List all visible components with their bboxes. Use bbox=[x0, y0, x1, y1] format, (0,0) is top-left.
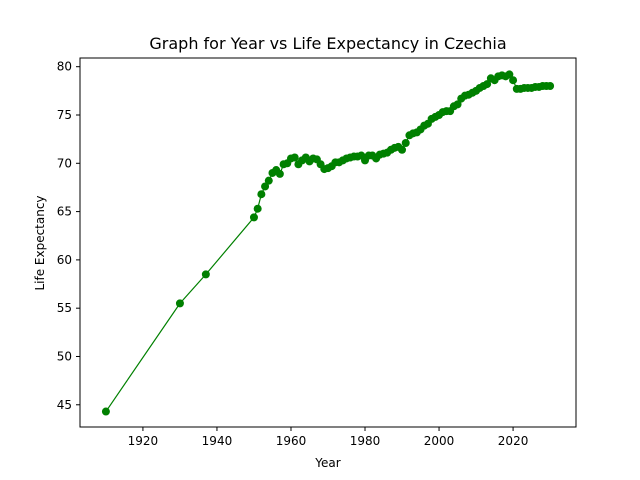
data-point bbox=[398, 145, 407, 154]
axes-frame bbox=[79, 57, 577, 428]
data-point bbox=[201, 270, 210, 279]
y-tick-label: 65 bbox=[57, 205, 72, 219]
y-tick-label: 75 bbox=[57, 108, 72, 122]
data-point bbox=[175, 299, 184, 308]
x-tick-label: 1960 bbox=[276, 434, 307, 448]
x-tick-label: 1980 bbox=[350, 434, 381, 448]
data-point bbox=[509, 76, 518, 85]
data-point bbox=[253, 204, 262, 213]
data-point bbox=[290, 153, 299, 162]
data-point bbox=[101, 407, 110, 416]
plot-area bbox=[101, 70, 555, 416]
data-point bbox=[401, 139, 410, 148]
x-tick-label: 2000 bbox=[424, 434, 455, 448]
data-point bbox=[261, 182, 270, 191]
data-point bbox=[453, 100, 462, 109]
y-tick-label: 50 bbox=[57, 349, 72, 363]
y-tick-label: 45 bbox=[57, 398, 72, 412]
y-tick-label: 55 bbox=[57, 301, 72, 315]
x-axis-label: Year bbox=[314, 456, 340, 470]
data-point bbox=[275, 169, 284, 178]
y-axis-label: Life Expectancy bbox=[33, 195, 47, 290]
y-tick-label: 80 bbox=[57, 60, 72, 74]
x-tick-label: 1940 bbox=[202, 434, 233, 448]
data-point bbox=[249, 213, 258, 222]
data-point bbox=[264, 176, 273, 185]
data-point bbox=[546, 82, 555, 91]
axes: 1920 1940 1960 1980 2000 2020 45 50 55 60 65 70 75 80 bbox=[57, 57, 577, 448]
data-point bbox=[505, 70, 514, 79]
chart-title: Graph for Year vs Life Expectancy in Cze… bbox=[149, 34, 506, 53]
data-point bbox=[483, 80, 492, 89]
x-tick-label: 2020 bbox=[498, 434, 529, 448]
y-tick-label: 60 bbox=[57, 253, 72, 267]
y-tick-label: 70 bbox=[57, 156, 72, 170]
x-tick-label: 1920 bbox=[128, 434, 159, 448]
data-point bbox=[257, 190, 266, 199]
